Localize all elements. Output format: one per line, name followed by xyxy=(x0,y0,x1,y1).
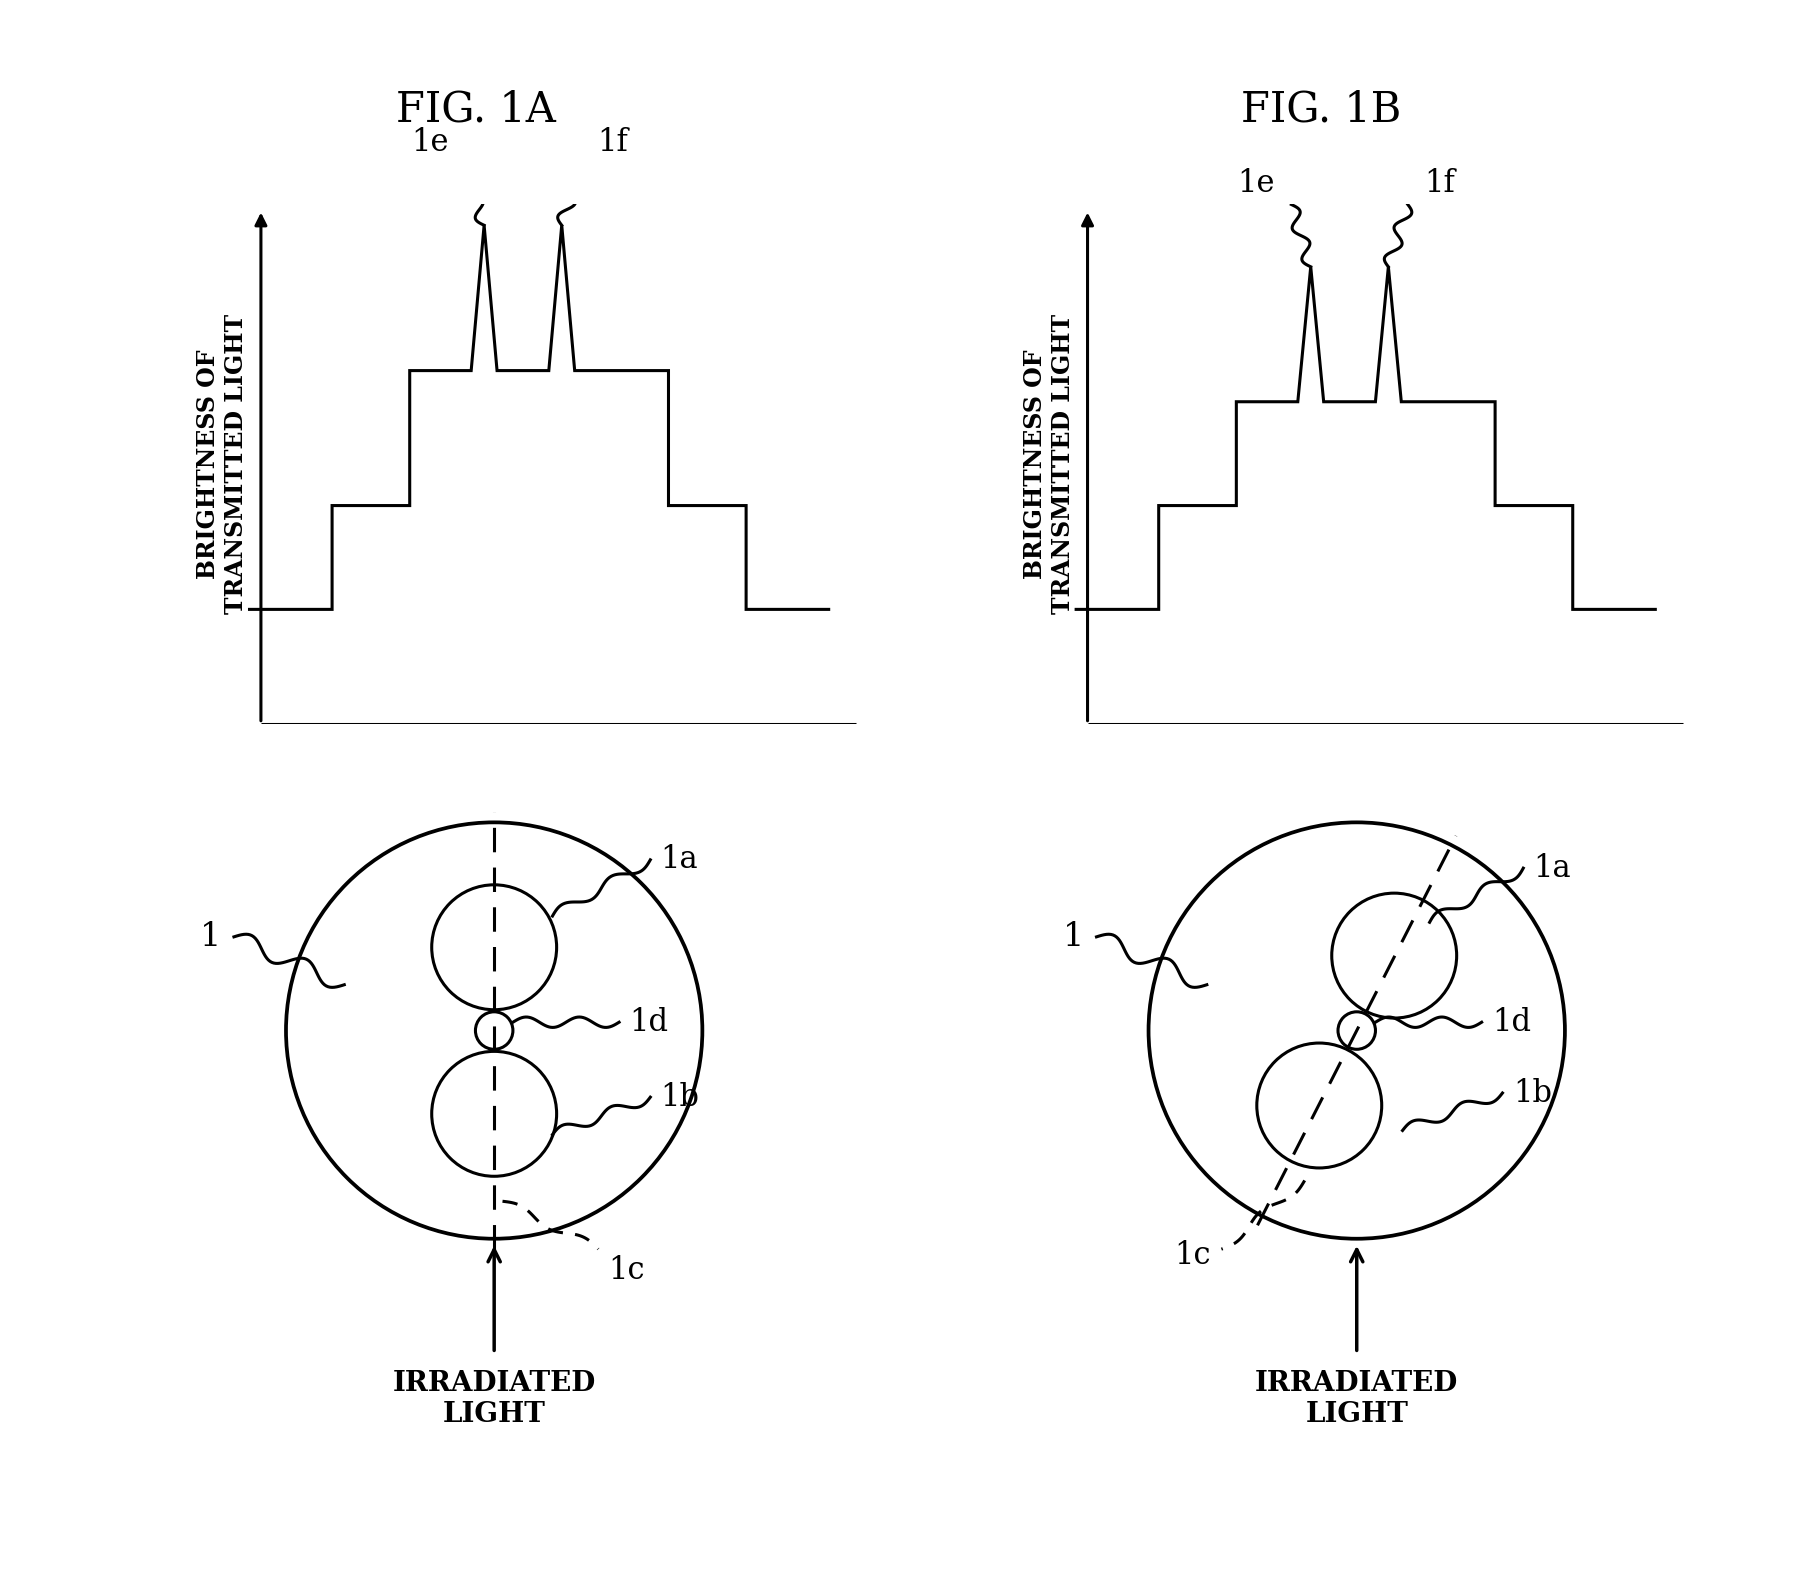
Text: 1: 1 xyxy=(1062,920,1084,953)
Text: 1b: 1b xyxy=(1513,1078,1553,1109)
Text: 1e: 1e xyxy=(1238,168,1276,200)
Text: 1f: 1f xyxy=(1423,168,1456,200)
Text: 1d: 1d xyxy=(629,1007,668,1038)
Text: 1f: 1f xyxy=(597,127,629,157)
Text: BRIGHTNESS OF
TRANSMITTED LIGHT: BRIGHTNESS OF TRANSMITTED LIGHT xyxy=(1022,315,1075,613)
Text: IRRADIATED
LIGHT: IRRADIATED LIGHT xyxy=(392,1370,597,1428)
Text: BRIGHTNESS OF
TRANSMITTED LIGHT: BRIGHTNESS OF TRANSMITTED LIGHT xyxy=(196,315,248,613)
Text: 1e: 1e xyxy=(412,127,449,157)
Text: FIG. 1B: FIG. 1B xyxy=(1240,88,1402,131)
Text: 1d: 1d xyxy=(1492,1007,1531,1038)
Text: FIG. 1A: FIG. 1A xyxy=(397,88,555,131)
Text: 1a: 1a xyxy=(1533,853,1571,884)
Text: 1c: 1c xyxy=(1175,1240,1211,1271)
Text: 1a: 1a xyxy=(661,845,699,875)
Text: 1: 1 xyxy=(199,920,221,953)
Text: IRRADIATED
LIGHT: IRRADIATED LIGHT xyxy=(1254,1370,1459,1428)
Text: 1b: 1b xyxy=(661,1082,699,1112)
Text: 1c: 1c xyxy=(609,1255,645,1287)
